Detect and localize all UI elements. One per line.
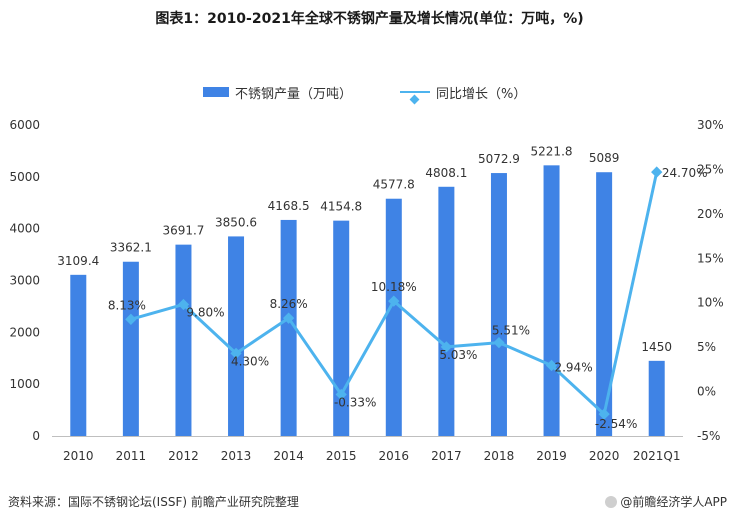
y-right-tick-label: -5%	[697, 429, 720, 443]
bar-value-label: 4168.5	[268, 199, 310, 213]
growth-value-label: 24.70%	[662, 166, 708, 180]
growth-value-label: 2.94%	[554, 360, 592, 374]
x-tick-label: 2010	[63, 449, 94, 463]
chart-title: 图表1：2010-2021年全球不锈钢产量及增长情况(单位：万吨，%)	[155, 11, 584, 27]
growth-value-label: -2.54%	[595, 417, 637, 431]
bar	[280, 219, 297, 436]
bar	[228, 236, 245, 436]
y-right-tick-label: 15%	[697, 251, 724, 265]
y-left-tick-label: 4000	[9, 222, 40, 236]
y-left-tick-label: 1000	[9, 377, 40, 391]
bar	[70, 274, 87, 436]
growth-marker	[230, 347, 242, 360]
brand-logo-icon	[605, 496, 618, 508]
legend-line-swatch	[400, 91, 430, 105]
growth-value-label: 5.03%	[439, 348, 477, 362]
y-left-tick-label: 0	[32, 429, 40, 443]
bar-value-label: 1450	[641, 340, 672, 354]
brand-credit: @前瞻经济学人APP	[605, 493, 727, 510]
y-right-tick-label: 0%	[697, 385, 716, 399]
bar-value-label: 4577.8	[373, 178, 415, 192]
growth-value-label: 10.18%	[371, 280, 417, 294]
growth-value-label: 5.51%	[492, 324, 530, 338]
y-left-tick-label: 2000	[9, 325, 40, 339]
y-left-tick-label: 6000	[9, 118, 40, 132]
x-tick-label: 2018	[484, 449, 515, 463]
legend-bar-swatch	[203, 87, 229, 97]
growth-value-label: -0.33%	[334, 396, 376, 410]
growth-marker	[335, 388, 347, 401]
bar-value-label: 4808.1	[425, 166, 467, 180]
legend-line-label: 同比增长（%）	[436, 87, 527, 102]
bar-value-label: 4154.8	[320, 200, 362, 214]
y-right-tick-label: 5%	[697, 340, 716, 354]
growth-marker	[440, 341, 453, 353]
bar-value-label: 3109.4	[57, 254, 99, 268]
growth-marker	[545, 359, 558, 372]
y-right-tick-label: 20%	[697, 207, 724, 221]
bar-value-label: 5221.8	[531, 144, 573, 158]
bar	[122, 261, 139, 436]
bar-value-label: 5089	[589, 151, 620, 165]
growth-marker	[177, 298, 190, 311]
growth-value-label: 4.30%	[231, 354, 269, 368]
bar	[333, 220, 350, 436]
y-left-tick-label: 5000	[9, 170, 40, 184]
bar	[175, 244, 192, 436]
x-tick-label: 2014	[273, 449, 304, 463]
bar	[596, 172, 613, 437]
growth-marker	[598, 408, 610, 420]
bar-value-label: 5072.9	[478, 152, 520, 166]
x-tick-label: 2020	[589, 449, 620, 463]
y-right-tick-label: 30%	[697, 118, 724, 132]
bar	[490, 173, 507, 436]
x-tick-label: 2016	[379, 449, 410, 463]
legend-bar-label: 不锈钢产量（万吨）	[235, 87, 353, 102]
x-tick-label: 2013	[221, 449, 252, 463]
growth-value-label: 8.13%	[108, 298, 146, 312]
growth-marker	[388, 295, 400, 307]
x-tick-label: 2017	[431, 449, 462, 463]
x-tick-label: 2021Q1	[633, 449, 681, 463]
growth-marker	[282, 312, 295, 324]
growth-value-label: 9.80%	[186, 305, 224, 319]
x-tick-label: 2019	[536, 449, 567, 463]
growth-marker	[493, 336, 505, 349]
bar-value-label: 3362.1	[110, 241, 152, 255]
bar-value-label: 3691.7	[162, 224, 204, 238]
x-tick-label: 2012	[168, 449, 199, 463]
growth-value-label: 8.26%	[270, 297, 308, 311]
x-tick-label: 2015	[326, 449, 357, 463]
y-right-tick-label: 10%	[697, 296, 724, 310]
y-right-tick-label: 25%	[697, 162, 724, 176]
growth-marker	[651, 166, 663, 178]
x-tick-label: 2011	[116, 449, 147, 463]
source-note: 资料来源：国际不锈钢论坛(ISSF) 前瞻产业研究院整理	[8, 495, 299, 509]
bar	[385, 198, 402, 436]
bar	[648, 360, 665, 436]
bar	[438, 186, 455, 436]
y-left-tick-label: 3000	[9, 274, 40, 288]
chart-legend: 不锈钢产量（万吨） 同比增长（%）	[0, 83, 739, 105]
brand-credit-text: @前瞻经济学人APP	[620, 495, 727, 509]
bar	[543, 165, 560, 436]
bar-value-label: 3850.6	[215, 215, 257, 229]
